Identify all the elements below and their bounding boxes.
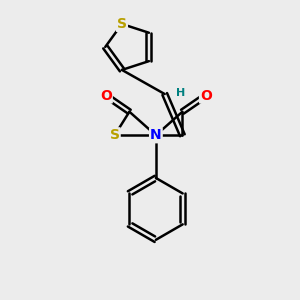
Text: O: O — [200, 88, 212, 103]
Text: O: O — [100, 88, 112, 103]
Text: N: N — [150, 128, 162, 142]
Text: S: S — [110, 128, 120, 142]
Text: H: H — [176, 88, 185, 98]
Text: S: S — [117, 17, 127, 31]
